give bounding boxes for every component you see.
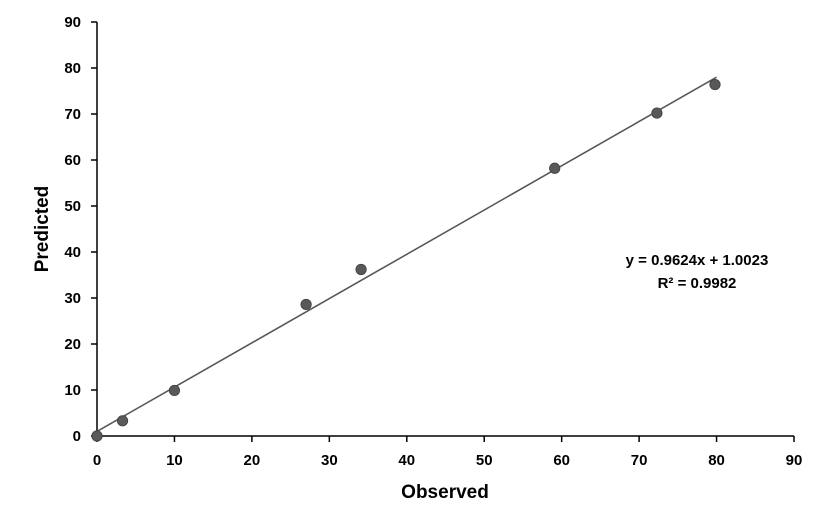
y-tick-label: 20 [64,336,81,353]
data-point [355,263,367,276]
y-axis-ticks: 0 10 20 30 40 50 60 70 80 90 [64,14,97,445]
x-axis-ticks: 0 10 20 30 40 50 60 70 80 90 [93,436,803,469]
y-tick-label: 0 [73,428,81,445]
data-point [168,384,181,397]
x-tick-label: 70 [631,452,648,469]
trendline [96,76,717,433]
data-point [116,415,129,427]
trendline-group [96,76,717,433]
y-tick-label: 40 [64,244,81,261]
y-tick-label: 90 [64,14,81,31]
x-tick-label: 40 [398,452,415,469]
y-axis-title: Predicted [32,186,53,273]
x-tick-label: 30 [321,452,338,469]
x-tick-label: 90 [786,452,803,469]
x-tick-label: 0 [93,452,101,469]
trendline-equation: y = 0.9624x + 1.0023 [626,252,769,269]
x-tick-label: 10 [166,452,183,469]
y-tick-label: 70 [64,106,81,123]
y-tick-label: 30 [64,290,81,307]
data-point [651,107,663,119]
y-tick-label: 10 [64,382,81,399]
x-axis-title: Observed [401,482,489,503]
y-tick-label: 60 [64,152,81,169]
data-point [91,430,103,442]
axes: 0 10 20 30 40 50 60 70 80 90 0 10 20 30 40 50 60 70 80 90 [64,14,802,469]
x-tick-label: 60 [553,452,570,469]
data-point [709,78,721,91]
y-tick-label: 80 [64,60,81,77]
data-point [549,162,561,174]
data-points [91,78,721,442]
data-point [300,298,312,311]
trendline-r2: R² = 0.9982 [658,275,737,292]
x-tick-label: 50 [476,452,493,469]
x-tick-label: 20 [244,452,261,469]
x-tick-label: 80 [708,452,725,469]
y-tick-label: 50 [64,198,81,215]
